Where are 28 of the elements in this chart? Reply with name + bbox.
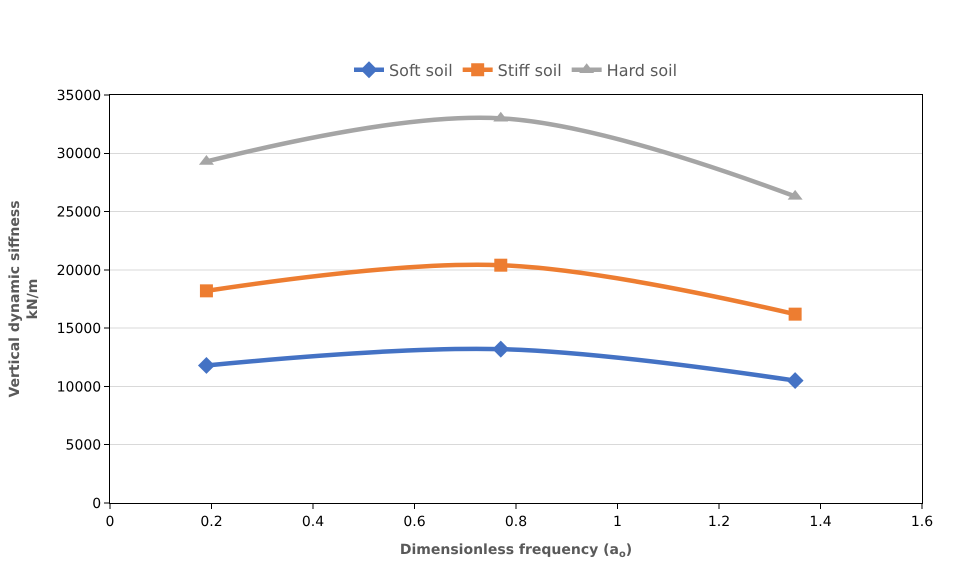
legend-label: Soft soil: [389, 60, 453, 80]
point: [198, 357, 215, 374]
x-tick-label: 1: [613, 514, 622, 530]
point: [494, 258, 508, 272]
y-tick-label: 5000: [66, 438, 102, 454]
point: [788, 308, 802, 321]
x-tick-label: 1.2: [708, 514, 730, 530]
y-tick-label: 30000: [56, 146, 102, 162]
x-tick-label: 0.6: [403, 514, 426, 530]
y-tick-label: 20000: [56, 262, 102, 279]
x-tick-label: 0.8: [504, 514, 528, 530]
point: [200, 284, 213, 298]
x-tick-label: 1.4: [809, 514, 832, 530]
y-tick-label: 10000: [56, 379, 102, 396]
point: [786, 372, 804, 390]
y-tick-label: 15000: [56, 321, 102, 338]
x-axis-title: Dimensionless frequency (a$_{o}$): [400, 542, 632, 560]
x-tick-label: 0.2: [200, 514, 223, 530]
y-tick-label: 35000: [56, 88, 102, 104]
legend-label: Stiff soil: [498, 60, 562, 80]
x-tick-label: 0.4: [302, 514, 324, 530]
x-tick-label: 1.6: [910, 514, 934, 530]
x-tick-label: 0: [106, 514, 114, 530]
y-tick-label: 25000: [56, 204, 102, 220]
legend-label: Hard soil: [606, 60, 678, 80]
y-axis-title: Vertical dynamic siffness kN/m: [7, 200, 42, 398]
y-tick-label: 0: [92, 496, 102, 512]
point: [492, 340, 510, 358]
